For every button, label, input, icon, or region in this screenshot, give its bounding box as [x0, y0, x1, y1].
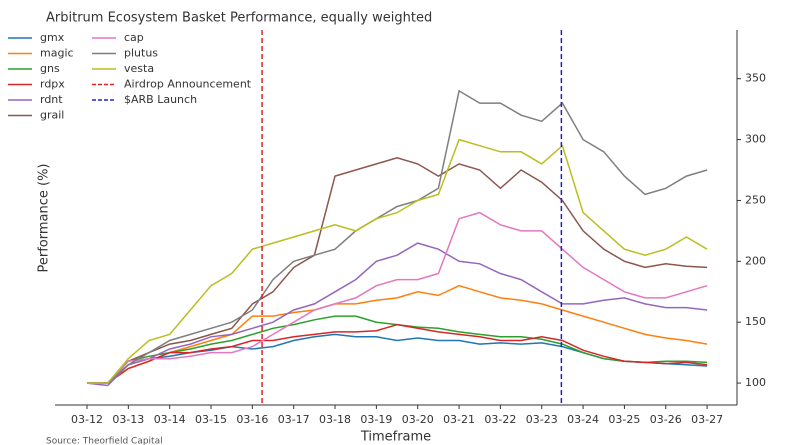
x-tick-label: 03-20 [402, 413, 434, 426]
x-tick-label: 03-27 [691, 413, 723, 426]
x-tick-label: 03-15 [195, 413, 227, 426]
legend-label: vesta [124, 62, 154, 75]
x-tick-label: 03-17 [278, 413, 310, 426]
x-tick-label: 03-18 [319, 413, 351, 426]
series-line [87, 89, 708, 384]
source: Source: Theorfield Capital [46, 437, 163, 445]
x-axis-label: Timeframe [360, 430, 431, 445]
y-tick-label: 250 [745, 193, 766, 206]
x-tick-label: 03-14 [154, 413, 186, 426]
legend-label: rdnt [40, 93, 63, 106]
y-tick-label: 350 [745, 72, 766, 85]
series-line [87, 284, 708, 384]
y-tick-label: 300 [745, 133, 766, 146]
x-tick-label: 03-13 [112, 413, 144, 426]
legend-label: magic [40, 47, 74, 60]
series-line [87, 138, 708, 384]
x-tick-label: 03-16 [236, 413, 268, 426]
series-line [87, 157, 708, 384]
chart-title: Arbitrum Ecosystem Basket Performance, e… [46, 11, 432, 26]
x-tick-label: 03-24 [567, 413, 599, 426]
legend-label: gmx [40, 31, 65, 44]
legend-label: gns [40, 62, 60, 75]
legend-label: plutus [124, 47, 158, 60]
x-tick-label: 03-22 [484, 413, 516, 426]
legend-label: cap [124, 31, 144, 44]
legend-label: $ARB Launch [124, 93, 197, 106]
legend-label: grail [40, 109, 64, 122]
legend-label: Airdrop Announcement [124, 78, 252, 91]
x-tick-label: 03-12 [71, 413, 103, 426]
x-tick-label: 03-19 [360, 413, 392, 426]
x-tick-label: 03-23 [526, 413, 558, 426]
y-tick-label: 150 [745, 315, 766, 328]
x-tick-label: 03-21 [443, 413, 475, 426]
series-line [86, 242, 708, 387]
y-tick-label: 200 [745, 254, 766, 267]
y-tick-label: 100 [745, 376, 766, 389]
x-tick-label: 03-25 [608, 413, 640, 426]
legend-label: rdpx [40, 78, 65, 91]
y-axis-label: Performance (%) [37, 163, 52, 272]
series-line [87, 323, 708, 384]
series-line [87, 211, 708, 384]
x-tick-label: 03-26 [650, 413, 682, 426]
